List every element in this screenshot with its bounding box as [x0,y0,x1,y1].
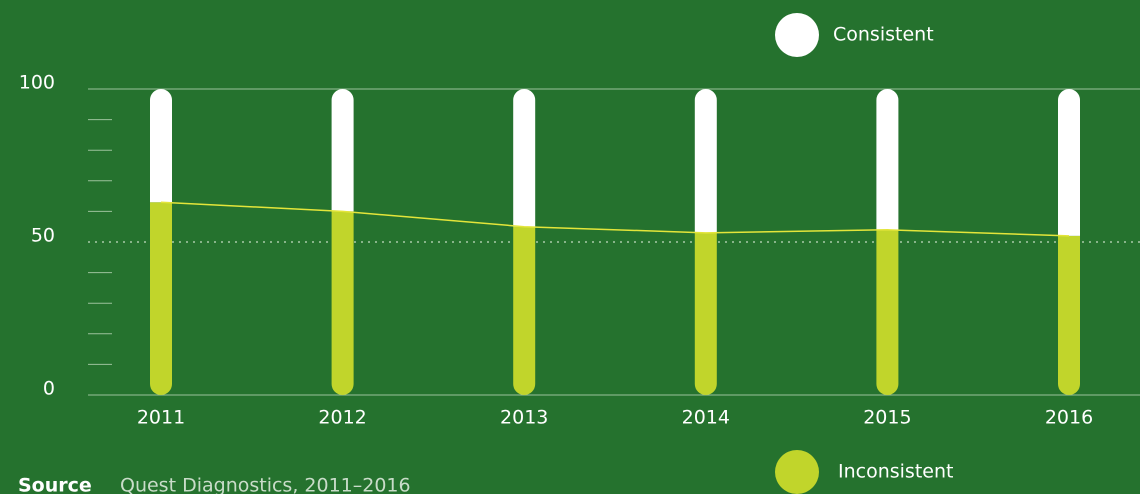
bar-segment [694,232,717,395]
bar-segment [876,89,899,230]
bar-segment [331,211,354,395]
y-tick-label: 100 [19,72,55,94]
x-tick-label: 2015 [863,407,911,429]
x-tick-label: 2011 [137,407,185,429]
bar-segment [331,89,354,212]
bar-segment [876,229,899,395]
bar-segment [513,226,536,395]
legend-label: Inconsistent [838,461,953,483]
bar-segment [150,89,172,203]
trend-line [160,201,1070,237]
y-tick-label: 50 [31,225,55,247]
bar-segment [1058,235,1080,395]
bar-segment [513,89,536,227]
x-tick-label: 2013 [500,407,548,429]
legend-swatch [775,450,819,494]
x-tick-label: 2014 [682,407,730,429]
legend-label: Consistent [833,24,934,46]
x-tick-label: 2016 [1045,407,1093,429]
x-tick-label: 2012 [318,407,366,429]
bar-segment [694,89,717,233]
source-label: Source [18,475,92,494]
bar-segment [1058,89,1080,236]
source: Quest Diagnostics, 2011–2016 [120,475,411,494]
bar-segment [150,202,172,395]
legend-swatch [775,13,819,57]
y-tick-label: 0 [43,378,55,400]
